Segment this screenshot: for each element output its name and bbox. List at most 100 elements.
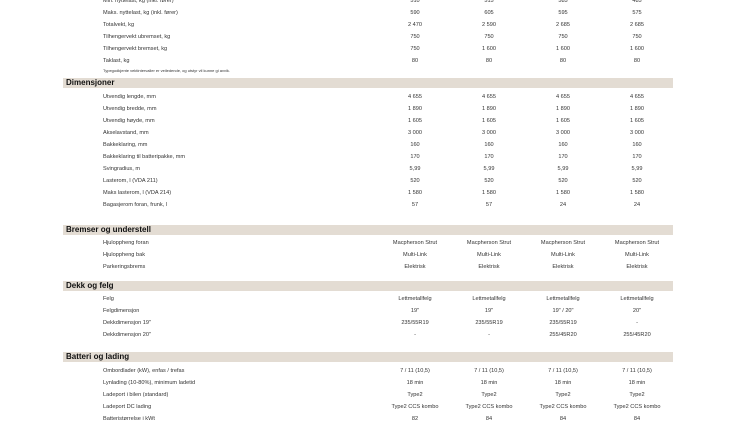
spec-value: 84: [485, 416, 493, 422]
spec-value: Type2 CCS kombo: [391, 404, 439, 410]
spec-value: Lettmetallfelg: [620, 296, 654, 302]
spec-value: 1 580: [482, 190, 496, 196]
spec-value: 595: [558, 10, 568, 16]
spec-value: Lettmetallfelg: [472, 296, 506, 302]
spec-row: Tilhengervekt bremset, kg 750 1 600 1 600 1 …: [0, 43, 746, 55]
spec-value: 590: [410, 10, 420, 16]
spec-row: Akselavstand, mm 3 000 3 000 3 000 3 000: [0, 127, 746, 139]
spec-value: 520: [410, 178, 420, 184]
spec-value: 1 580: [630, 190, 644, 196]
spec-value: Type2: [629, 392, 645, 398]
spec-value: 605: [484, 10, 494, 16]
spec-label: Batteristørrelse i kWt: [103, 416, 155, 422]
spec-label: Bakkeklaring, mm: [103, 142, 148, 148]
spec-value: -: [488, 332, 490, 338]
spec-value: Elektrisk: [552, 264, 574, 270]
spec-value: 750: [632, 34, 642, 40]
spec-value: 20": [632, 308, 642, 314]
spec-row: Parkeringsbrems Elektrisk Elektrisk Elektri…: [0, 261, 746, 273]
spec-value: 19" / 20": [552, 308, 574, 314]
spec-label: Hjuloppheng bak: [103, 252, 145, 258]
spec-value: 1 580: [408, 190, 422, 196]
spec-value: Elektrisk: [478, 264, 500, 270]
spec-value: Multi-Link: [625, 252, 649, 258]
spec-section: Bremser og understell Hjuloppheng foran Ma…: [0, 225, 746, 273]
spec-value: 750: [410, 46, 420, 52]
spec-value: 160: [632, 142, 642, 148]
spec-value: 7 / 11 (10,5): [622, 368, 652, 374]
spec-label: Parkeringsbrems: [103, 264, 146, 270]
spec-row: Felgdimensjon 19" 19" 19" / 20" 20": [0, 305, 746, 317]
spec-value: 18 min: [480, 380, 498, 386]
spec-value: 18 min: [628, 380, 646, 386]
spec-value: Elektrisk: [404, 264, 426, 270]
spec-value: 7 / 11 (10,5): [400, 368, 430, 374]
spec-value: 80: [485, 58, 493, 64]
spec-value: 4 655: [408, 94, 422, 100]
spec-value: 235/55R19: [475, 320, 503, 326]
section-header: Dimensjoner: [63, 78, 673, 88]
spec-row: Hjuloppheng foran Macpherson Strut Macpher…: [0, 237, 746, 249]
spec-value: 750: [484, 34, 494, 40]
spec-value: 170: [558, 154, 568, 160]
spec-value: 170: [632, 154, 642, 160]
spec-value: 1 890: [482, 106, 496, 112]
spec-value: 1 580: [556, 190, 570, 196]
spec-row: Ombordlader (kW), enfas / trefas 7 / 11 (…: [0, 365, 746, 377]
spec-value: 520: [632, 178, 642, 184]
spec-row: Taklast, kg 80 80 80 80: [0, 55, 746, 67]
spec-value: 7 / 11 (10,5): [548, 368, 578, 374]
spec-value: 84: [633, 416, 641, 422]
spec-value: 5,99: [409, 166, 421, 172]
spec-row: Maks lasterom, l (VDA 214) 1 580 1 580 1 58…: [0, 187, 746, 199]
spec-value: Multi-Link: [477, 252, 501, 258]
spec-row: Batteristørrelse i kWt 82 84 84 84: [0, 413, 746, 425]
spec-row: Utvendig høyde, mm 1 605 1 605 1 605 1 605: [0, 115, 746, 127]
spec-row: Hjuloppheng bak Multi-Link Multi-Link Multi…: [0, 249, 746, 261]
spec-value: 510: [410, 0, 420, 4]
section-header: Bremser og understell: [63, 225, 673, 235]
spec-value: 3 000: [408, 130, 422, 136]
spec-value: Type2: [481, 392, 497, 398]
spec-value: Macpherson Strut: [540, 240, 586, 246]
spec-label: Tilhengervekt ubremset, kg: [103, 34, 171, 40]
section-header: Dekk og felg: [63, 281, 673, 291]
spec-section: Dekk og felg Felg Lettmetallfelg Lettmetall…: [0, 281, 746, 341]
spec-value: 2 685: [556, 22, 570, 28]
spec-value: 1 605: [556, 118, 570, 124]
spec-value: 160: [484, 142, 494, 148]
spec-value: 2 590: [482, 22, 496, 28]
spec-value: 255/45R20: [549, 332, 577, 338]
spec-value: 80: [559, 58, 567, 64]
spec-value: 18 min: [406, 380, 424, 386]
spec-value: 575: [632, 10, 642, 16]
spec-value: 24: [633, 202, 641, 208]
spec-label: Utvendig lengde, mm: [103, 94, 156, 100]
spec-value: 19": [484, 308, 494, 314]
spec-value: 24: [559, 202, 567, 208]
spec-label: Dekkdimensjon 19": [103, 320, 152, 326]
spec-value: -: [414, 332, 416, 338]
spec-value: 1 600: [556, 46, 570, 52]
spec-row: Tilhengervekt ubremset, kg 750 750 750 750: [0, 31, 746, 43]
spec-label: Bagasjerom foran, frunk, l: [103, 202, 168, 208]
spec-row: Totalvekt, kg 2 470 2 590 2 685 2 685: [0, 19, 746, 31]
spec-row: Svingradius, m 5,99 5,99 5,99 5,99: [0, 163, 746, 175]
spec-value: Multi-Link: [551, 252, 575, 258]
section-header: Batteri og lading: [63, 352, 673, 362]
spec-label: Min. nyttelast, kg (inkl. fører): [103, 0, 174, 4]
spec-section: Batteri og lading Ombordlader (kW), enfas…: [0, 352, 746, 425]
spec-value: 5,99: [557, 166, 569, 172]
spec-value: 2 470: [408, 22, 422, 28]
spec-value: 4 655: [630, 94, 644, 100]
spec-value: 1 890: [630, 106, 644, 112]
spec-value: 84: [559, 416, 567, 422]
spec-row: Utvendig lengde, mm 4 655 4 655 4 655 4 655: [0, 91, 746, 103]
spec-value: Macpherson Strut: [614, 240, 660, 246]
spec-value: 57: [485, 202, 493, 208]
spec-label: Maks. nyttelast, kg (inkl. fører): [103, 10, 178, 16]
spec-value: 80: [411, 58, 419, 64]
spec-value: 1 605: [630, 118, 644, 124]
spec-value: 160: [558, 142, 568, 148]
